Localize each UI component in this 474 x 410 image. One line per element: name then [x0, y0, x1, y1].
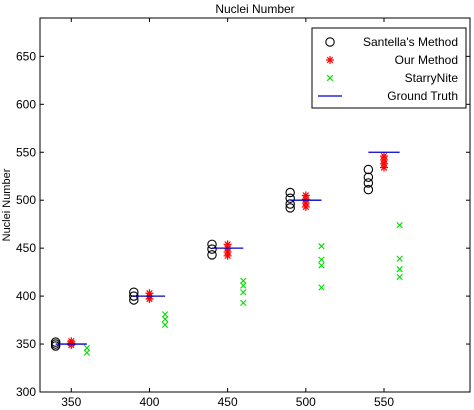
circle-marker: [285, 187, 295, 198]
legend: Santella's Method Our Method StarryNite Gro…: [311, 27, 467, 109]
y-tick-label: 500: [16, 193, 36, 207]
x-marker: [240, 282, 247, 289]
x-tick-label: 500: [296, 395, 316, 409]
star-marker: [223, 240, 232, 249]
series-santella-s-method: [50, 164, 374, 351]
star-marker: [145, 289, 154, 298]
circle-marker: [285, 203, 295, 213]
series-starrynite: [83, 221, 403, 356]
circle-marker: [207, 244, 217, 254]
circle-marker: [285, 193, 295, 204]
y-tick-label: 650: [16, 49, 36, 63]
x-tick-label: 450: [218, 395, 238, 409]
x-marker: [396, 255, 403, 262]
circle-marker: [50, 337, 61, 347]
x-marker: [161, 321, 169, 329]
x-marker: [326, 74, 334, 82]
axis-ticks: 350 400 450 500 550 300 350 400 450 500 550 600 650: [16, 18, 470, 409]
y-tick-label: 550: [16, 145, 36, 159]
circle-marker: [363, 164, 374, 175]
x-marker: [318, 262, 325, 269]
x-marker: [83, 349, 91, 356]
legend-label: Ground Truth: [387, 89, 458, 103]
x-tick-label: 550: [374, 395, 394, 409]
y-axis-label: Nuclei Number: [1, 168, 13, 241]
circle-marker: [325, 37, 335, 47]
x-marker: [83, 344, 91, 352]
x-marker: [396, 266, 403, 273]
x-marker: [240, 277, 247, 284]
data-marks: [50, 151, 403, 356]
y-tick-label: 300: [16, 385, 36, 399]
series-ground-truth: [55, 151, 400, 345]
x-tick-label: 400: [139, 395, 159, 409]
legend-label: Santella's Method: [363, 35, 458, 49]
x-marker: [318, 284, 325, 291]
star-marker: [301, 191, 310, 200]
circle-marker: [363, 184, 374, 195]
series-our-method: [67, 152, 388, 350]
legend-label: StarryNite: [405, 71, 459, 85]
circle-marker: [363, 172, 374, 182]
x-marker: [161, 315, 169, 323]
x-marker: [396, 273, 403, 281]
circle-marker: [207, 250, 217, 260]
circle-marker: [363, 178, 374, 188]
chart-title: Nuclei Number: [215, 2, 294, 16]
x-marker: [240, 299, 247, 307]
x-marker: [318, 256, 325, 263]
y-tick-label: 400: [16, 289, 36, 303]
x-marker: [396, 221, 403, 229]
y-tick-label: 450: [16, 241, 36, 255]
x-marker: [318, 243, 325, 250]
star-marker: [67, 337, 76, 346]
legend-box: [311, 27, 467, 109]
x-marker: [161, 311, 169, 318]
x-tick-label: 350: [61, 395, 81, 409]
y-tick-label: 600: [16, 97, 36, 111]
star-marker: [380, 152, 388, 161]
legend-label: Our Method: [395, 53, 458, 67]
star-marker: [326, 56, 334, 64]
y-tick-label: 350: [16, 337, 36, 351]
x-marker: [240, 289, 247, 296]
